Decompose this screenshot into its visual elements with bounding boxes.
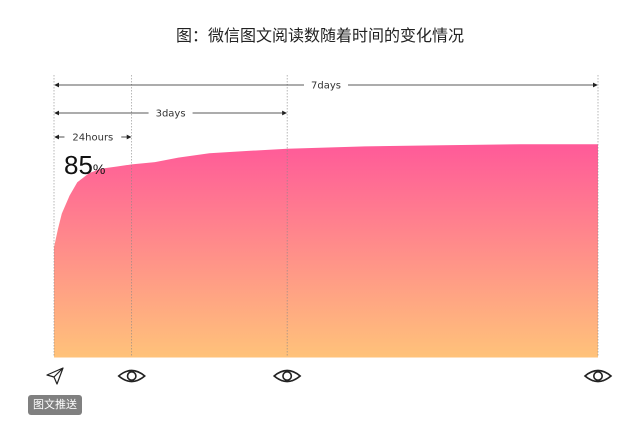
chart-title: 图：微信图文阅读数随着时间的变化情况 <box>175 26 464 45</box>
push-badge: 图文推送 <box>28 395 82 415</box>
span-label-3days: 3days <box>156 109 186 120</box>
area-series <box>54 144 598 357</box>
value-number: 85 <box>64 150 93 180</box>
eye-icon <box>272 369 302 383</box>
span-label-24hours: 24hours <box>72 133 113 144</box>
span-label-7days: 7days <box>311 81 341 92</box>
send-icon <box>46 367 64 385</box>
eye-icon <box>583 369 613 383</box>
value-unit: % <box>92 161 106 177</box>
value-label-85: 85% <box>64 150 105 181</box>
eye-icon <box>117 369 146 383</box>
